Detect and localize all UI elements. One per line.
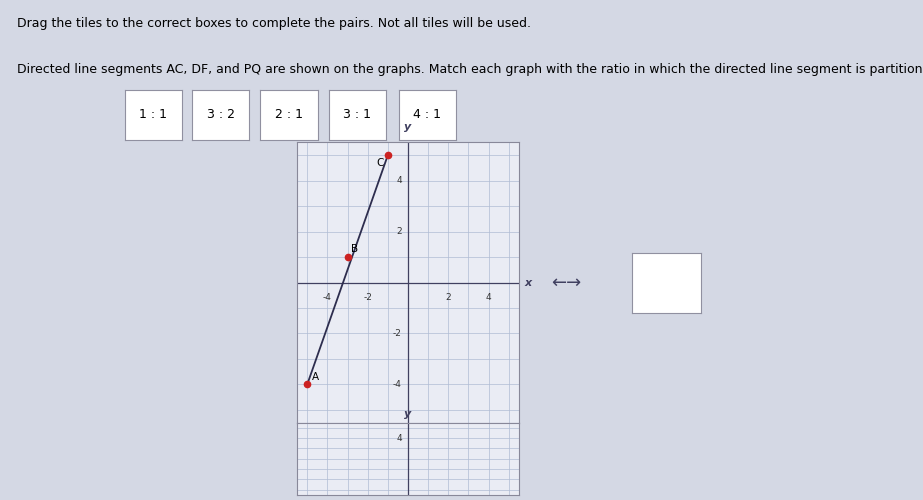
Text: B: B — [351, 244, 358, 254]
Text: y: y — [404, 409, 412, 419]
Text: 4: 4 — [396, 434, 402, 442]
Text: -4: -4 — [393, 380, 402, 389]
Text: A: A — [312, 372, 319, 382]
Text: -4: -4 — [323, 292, 332, 302]
Text: x: x — [525, 278, 532, 287]
Text: -2: -2 — [364, 292, 372, 302]
Text: ←→: ←→ — [552, 274, 581, 291]
Text: 2: 2 — [396, 227, 402, 236]
Text: Directed line segments AC, DF, and PQ are shown on the graphs. Match each graph : Directed line segments AC, DF, and PQ ar… — [17, 62, 923, 76]
Text: 3 : 2: 3 : 2 — [207, 108, 234, 122]
Text: C: C — [377, 158, 384, 168]
Text: 3 : 1: 3 : 1 — [343, 108, 371, 122]
Text: 2 : 1: 2 : 1 — [275, 108, 303, 122]
Text: Drag the tiles to the correct boxes to complete the pairs. Not all tiles will be: Drag the tiles to the correct boxes to c… — [17, 18, 531, 30]
Text: -2: -2 — [393, 329, 402, 338]
Text: 4 : 1: 4 : 1 — [414, 108, 441, 122]
Text: 1 : 1: 1 : 1 — [139, 108, 167, 122]
Text: 2: 2 — [446, 292, 451, 302]
Text: 4: 4 — [485, 292, 491, 302]
Text: y: y — [404, 122, 412, 132]
Text: 4: 4 — [396, 176, 402, 185]
